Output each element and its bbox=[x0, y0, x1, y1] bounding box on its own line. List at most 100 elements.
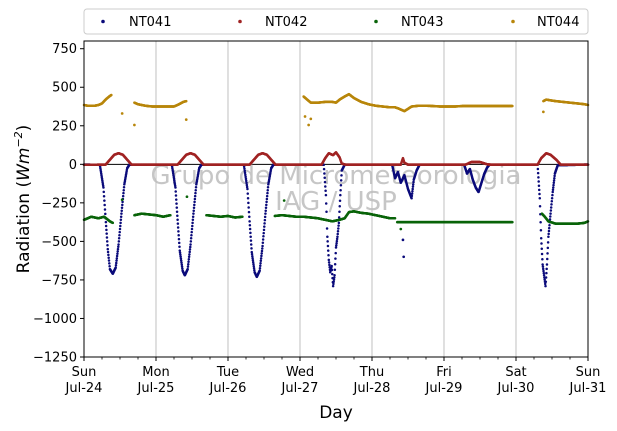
data-point bbox=[549, 212, 552, 215]
data-point bbox=[244, 177, 248, 181]
data-point bbox=[332, 282, 335, 286]
data-point bbox=[104, 224, 108, 228]
data-point bbox=[335, 237, 339, 241]
data-point bbox=[337, 221, 341, 225]
data-point bbox=[174, 186, 177, 189]
data-point bbox=[176, 214, 179, 218]
data-point bbox=[543, 282, 547, 286]
data-point bbox=[107, 253, 110, 257]
data-point bbox=[339, 188, 342, 192]
data-point bbox=[243, 169, 246, 173]
data-point bbox=[546, 241, 550, 244]
data-point bbox=[122, 186, 126, 189]
data-point bbox=[262, 231, 265, 235]
data-point bbox=[244, 173, 247, 177]
data-point bbox=[188, 250, 191, 254]
data-point bbox=[261, 241, 265, 245]
data-point bbox=[252, 266, 256, 270]
gridlines bbox=[155, 41, 517, 357]
data-point bbox=[327, 261, 331, 264]
data-point bbox=[537, 180, 540, 183]
data-point bbox=[246, 192, 249, 195]
data-point bbox=[103, 203, 106, 207]
data-point bbox=[539, 221, 542, 224]
legend-marker-nt044 bbox=[511, 19, 515, 24]
data-point bbox=[334, 257, 337, 260]
data-point bbox=[111, 221, 115, 225]
data-point bbox=[333, 276, 336, 279]
data-point bbox=[538, 196, 542, 200]
data-point bbox=[189, 237, 193, 240]
data-point bbox=[326, 244, 330, 248]
data-point bbox=[105, 232, 108, 235]
data-point bbox=[260, 249, 264, 253]
data-point bbox=[536, 167, 540, 171]
data-point bbox=[260, 252, 263, 255]
data-point bbox=[187, 262, 190, 266]
data-point bbox=[191, 218, 195, 222]
data-point bbox=[242, 165, 246, 169]
data-point bbox=[102, 195, 106, 198]
data-point bbox=[261, 244, 264, 248]
data-point bbox=[122, 191, 125, 195]
data-point bbox=[246, 187, 249, 191]
data-point bbox=[248, 215, 251, 218]
data-point bbox=[266, 188, 269, 192]
data-point bbox=[191, 215, 195, 218]
data-point bbox=[536, 171, 540, 175]
data-point bbox=[547, 235, 550, 239]
data-point bbox=[117, 243, 120, 246]
data-point bbox=[327, 254, 330, 257]
data-point bbox=[176, 226, 180, 229]
data-point bbox=[323, 176, 326, 180]
data-point bbox=[120, 206, 124, 210]
data-point bbox=[189, 245, 192, 249]
data-point bbox=[179, 259, 183, 262]
data-point bbox=[541, 265, 545, 268]
data-point bbox=[327, 258, 331, 262]
data-point bbox=[551, 190, 554, 194]
legend-label-nt041: NT041 bbox=[129, 15, 171, 30]
data-point bbox=[264, 209, 267, 212]
data-point bbox=[265, 197, 269, 201]
data-point bbox=[550, 203, 553, 206]
data-point bbox=[250, 252, 254, 256]
data-point bbox=[120, 212, 123, 215]
data-point bbox=[115, 261, 118, 265]
data-point bbox=[105, 240, 109, 243]
data-point bbox=[177, 230, 180, 233]
data-point bbox=[551, 193, 554, 197]
series-nt042 bbox=[82, 151, 590, 167]
data-point bbox=[180, 263, 184, 266]
series-layer bbox=[82, 92, 590, 288]
data-point bbox=[187, 255, 191, 259]
data-point bbox=[179, 253, 182, 256]
data-point bbox=[117, 245, 120, 249]
data-point bbox=[262, 235, 265, 238]
data-point bbox=[188, 253, 191, 256]
data-point bbox=[322, 167, 326, 171]
data-point bbox=[263, 225, 266, 228]
data-point bbox=[177, 241, 181, 245]
data-point bbox=[251, 260, 255, 264]
data-point bbox=[116, 250, 119, 253]
data-point bbox=[537, 184, 541, 187]
legend-label-nt042: NT042 bbox=[265, 15, 307, 30]
data-point bbox=[259, 257, 263, 260]
data-point bbox=[103, 208, 107, 211]
data-point bbox=[334, 251, 337, 255]
data-point bbox=[250, 250, 254, 254]
data-point bbox=[119, 224, 122, 228]
data-point bbox=[114, 266, 117, 269]
data-point bbox=[103, 199, 106, 202]
data-point bbox=[550, 200, 554, 203]
data-point bbox=[266, 191, 269, 195]
data-point bbox=[121, 194, 125, 198]
data-point bbox=[178, 245, 181, 249]
data-point bbox=[105, 228, 108, 232]
data-point bbox=[119, 215, 123, 218]
data-point bbox=[250, 247, 253, 250]
data-point bbox=[245, 185, 249, 189]
data-point bbox=[116, 247, 120, 251]
legend-label-nt044: NT044 bbox=[537, 15, 579, 30]
